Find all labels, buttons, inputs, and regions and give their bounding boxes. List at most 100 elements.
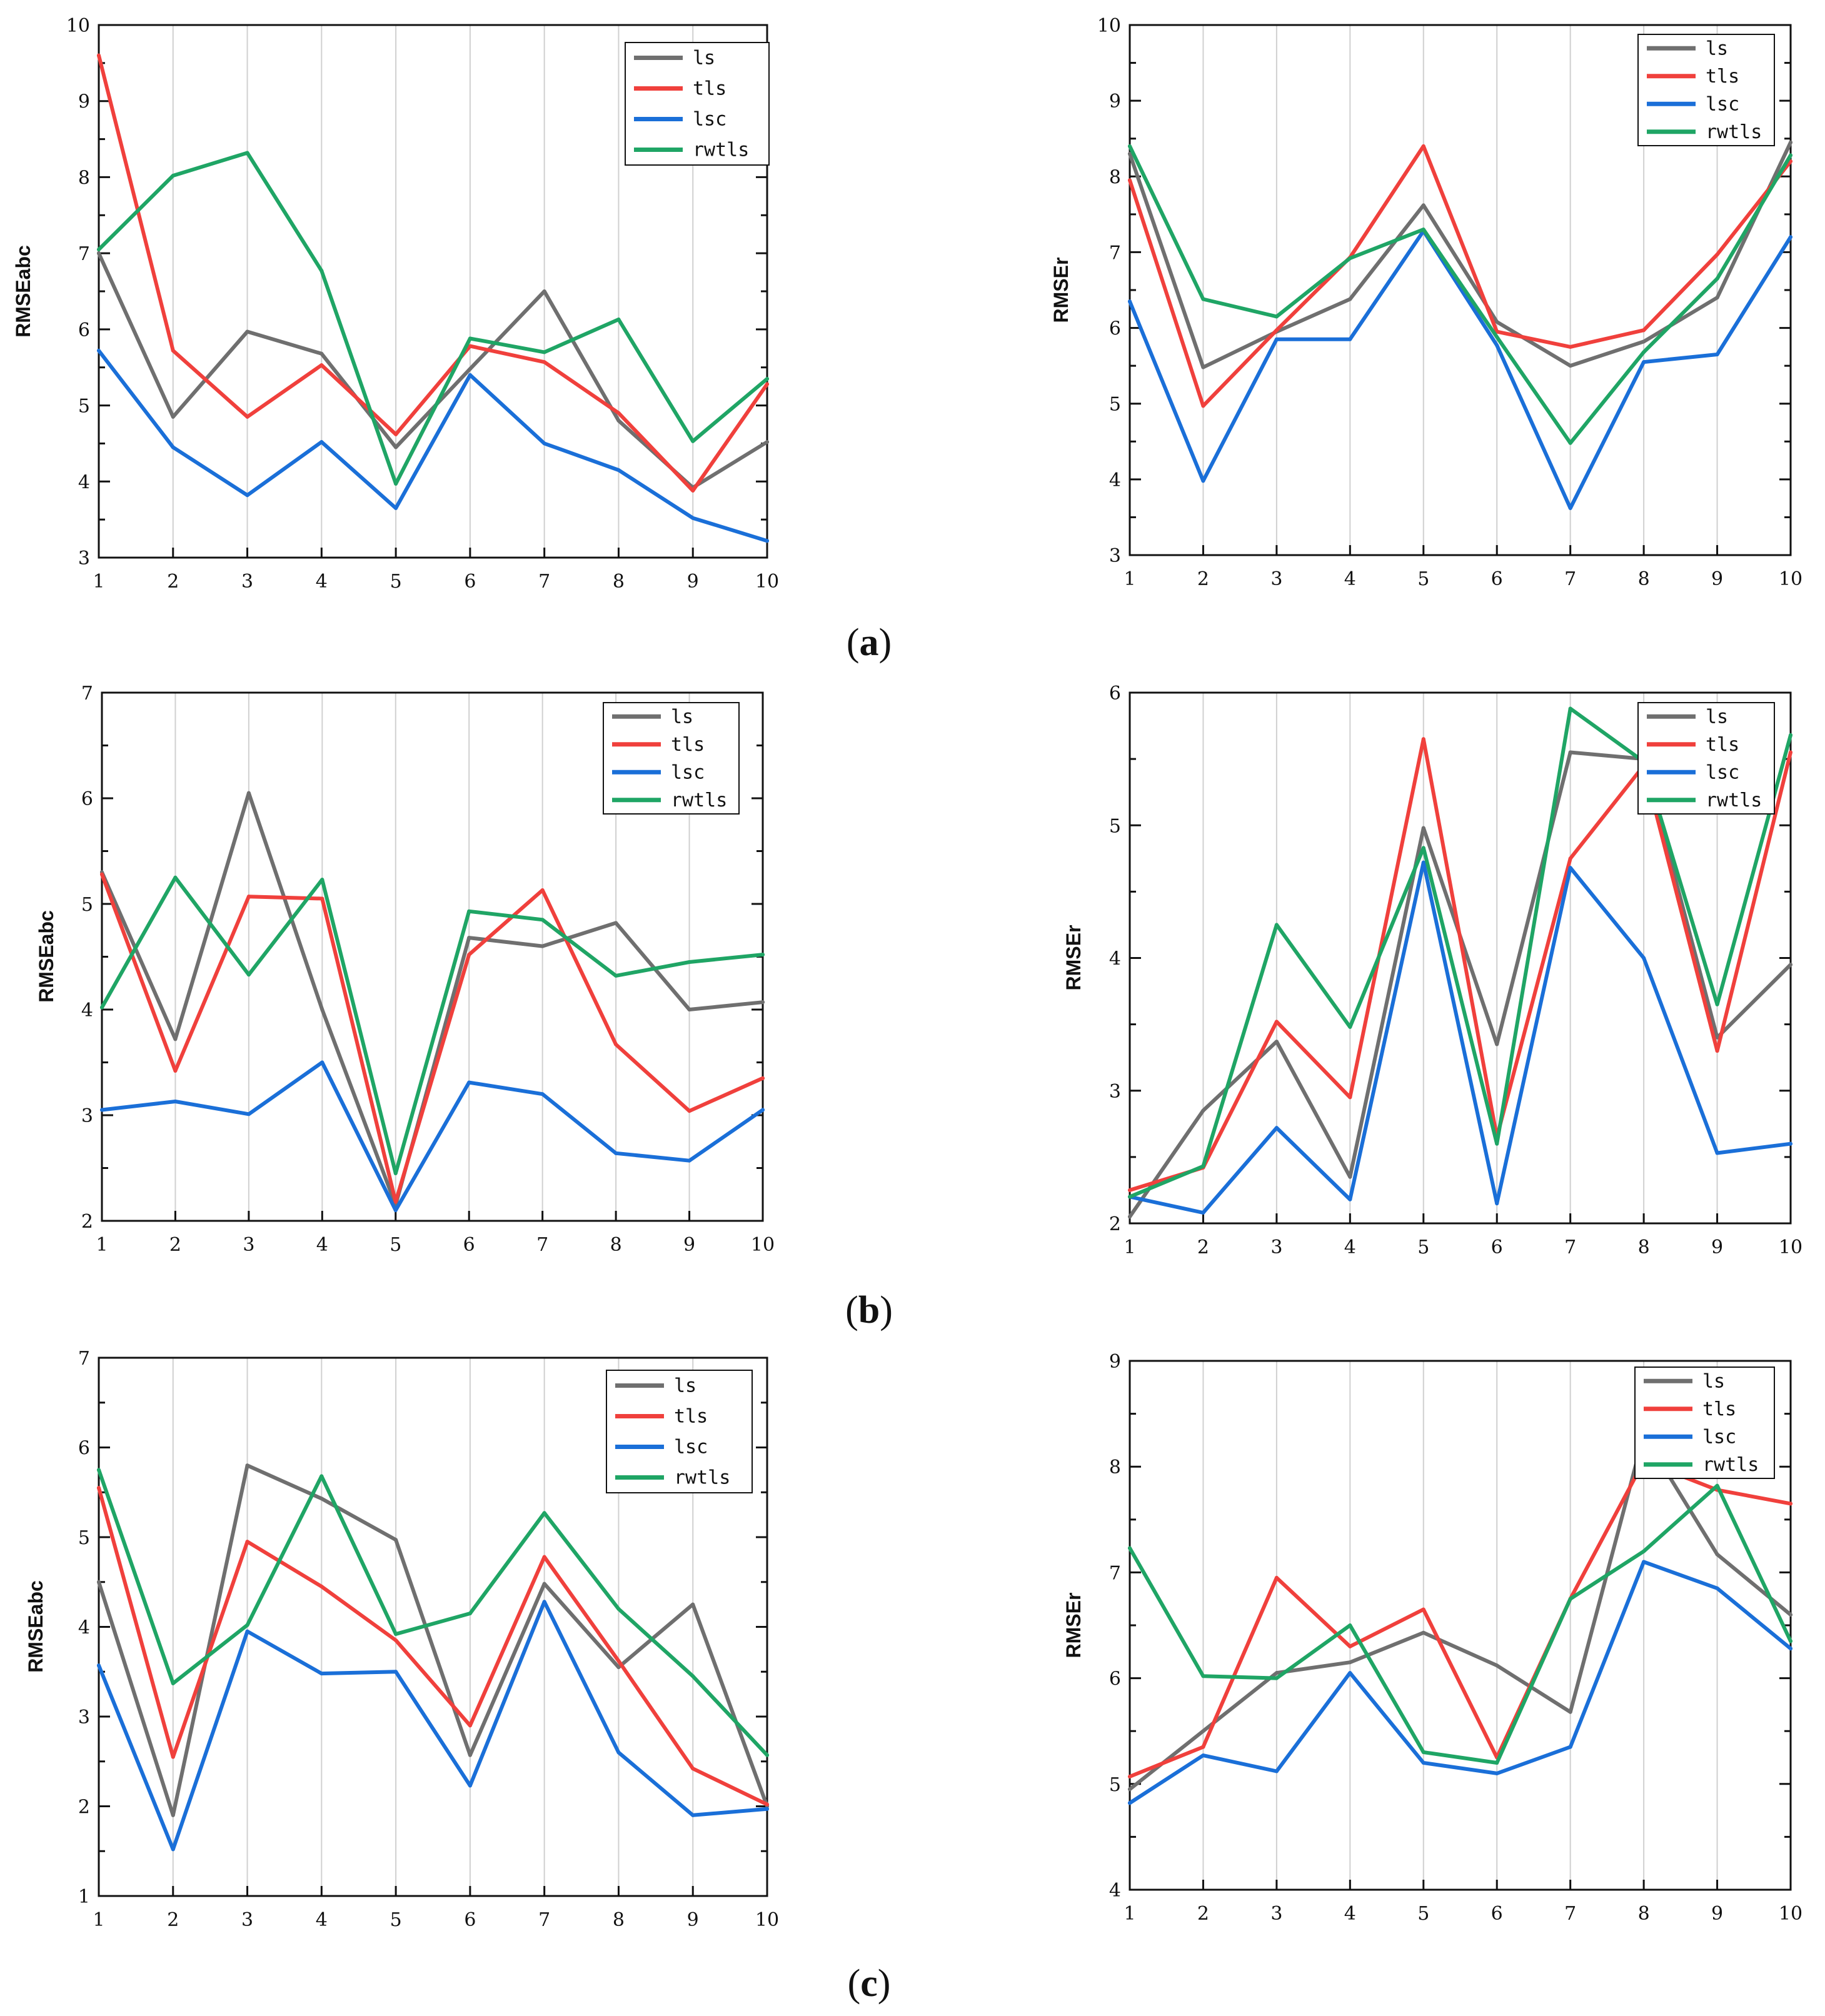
data-point-tls (1128, 178, 1132, 183)
y-tick-label: 3 (78, 548, 90, 569)
data-point-lsc (97, 1663, 101, 1668)
data-point-ls (319, 351, 324, 356)
y-tick-label: 6 (78, 1438, 90, 1460)
x-tick-label: 3 (241, 1909, 253, 1931)
data-point-rwtls (1789, 1639, 1792, 1643)
x-tick-label: 6 (463, 1234, 475, 1256)
x-tick-label: 6 (1491, 1236, 1503, 1258)
y-tick-label: 6 (78, 319, 90, 341)
data-point-rwtls (468, 336, 472, 341)
y-tick-label: 9 (78, 91, 90, 113)
x-tick-label: 4 (1344, 1903, 1356, 1925)
data-point-rwtls (1789, 733, 1792, 737)
data-point-lsc (765, 1807, 769, 1811)
y-axis-label: RMSEr (1062, 1593, 1085, 1658)
data-point-tls (1348, 1095, 1352, 1100)
series-line-tls (100, 872, 765, 1204)
y-tick-label: 6 (1109, 1668, 1121, 1690)
y-axis-label: RMSEabc (12, 245, 34, 338)
data-point-lsc (542, 441, 546, 446)
data-point-tls (1642, 328, 1646, 333)
data-point-lsc (468, 373, 472, 377)
chart-c-rmseabc: 1 2 3 4 5 6 7 1 2 3 4 5 6 7 8 9 10 RMSEabc ls tls lsc rwtls (24, 1348, 779, 1931)
data-point-rwtls (97, 248, 101, 252)
data-point-rwtls (687, 960, 691, 964)
legend-box (603, 702, 740, 815)
data-point-ls (1789, 1613, 1792, 1617)
data-point-tls (467, 953, 471, 957)
data-point-ls (1495, 1663, 1499, 1668)
x-tick-label: 4 (1344, 568, 1356, 590)
data-point-lsc (100, 1108, 104, 1112)
y-axis-label: RMSEr (1050, 258, 1072, 323)
data-point-ls (1568, 1710, 1572, 1714)
data-point-rwtls (1789, 153, 1792, 158)
data-point-rwtls (1568, 1597, 1572, 1601)
data-point-rwtls (319, 1474, 324, 1478)
data-point-tls (1421, 1607, 1425, 1612)
data-point-rwtls (1348, 1623, 1352, 1627)
data-point-tls (1715, 253, 1719, 257)
data-point-lsc (765, 539, 769, 543)
data-point-tls (171, 1755, 175, 1759)
x-tick-label: 4 (316, 1909, 328, 1931)
data-point-tls (1201, 1745, 1205, 1749)
data-point-ls (1201, 365, 1205, 369)
x-tick-label: 4 (316, 571, 328, 593)
data-point-lsc (1274, 1126, 1279, 1130)
data-point-tls (173, 1069, 178, 1073)
y-axis-label: RMSEr (1062, 925, 1085, 991)
legend-label-lsc: lsc (1702, 1426, 1736, 1448)
data-point-tls (97, 1486, 101, 1490)
data-point-tls (616, 1659, 621, 1663)
series-line-ls (1128, 140, 1792, 369)
data-point-rwtls (761, 953, 765, 957)
data-point-tls (97, 53, 101, 58)
x-tick-label: 10 (1779, 1236, 1802, 1258)
legend-box (1634, 1367, 1775, 1479)
legend-box (625, 42, 770, 166)
data-point-tls (393, 1200, 398, 1204)
data-point-rwtls (1348, 256, 1352, 261)
panel-label-letter: a (860, 621, 879, 664)
data-point-tls (100, 872, 104, 876)
x-tick-label: 1 (1124, 568, 1135, 590)
y-tick-label: 5 (81, 894, 93, 916)
x-tick-label: 9 (1711, 568, 1723, 590)
x-tick-label: 2 (167, 1909, 179, 1931)
panel-label-open: ( (847, 621, 860, 664)
data-point-tls (765, 382, 769, 386)
y-tick-label: 3 (1109, 1081, 1121, 1103)
data-point-tls (1568, 856, 1572, 861)
data-point-tls (761, 1076, 765, 1080)
x-tick-label: 9 (687, 571, 699, 593)
y-tick-label: 2 (78, 1797, 90, 1818)
data-point-ls (97, 251, 101, 256)
series-line-rwtls (1128, 706, 1792, 1199)
series-line-lsc (1128, 860, 1792, 1215)
data-point-lsc (1715, 1586, 1719, 1590)
legend-label-rwtls: rwtls (674, 1467, 730, 1489)
data-point-tls (1568, 344, 1572, 349)
data-point-lsc (761, 1108, 765, 1112)
panel-label-b: (b) (845, 1289, 893, 1331)
y-tick-label: 3 (81, 1105, 93, 1127)
data-point-ls (1128, 151, 1132, 156)
data-point-lsc (687, 1158, 691, 1163)
data-point-rwtls (614, 973, 618, 978)
x-tick-label: 5 (390, 1909, 402, 1931)
data-point-rwtls (1715, 276, 1719, 281)
data-point-lsc (1495, 1201, 1499, 1206)
legend-label-ls: ls (1706, 706, 1728, 728)
data-point-tls (1789, 1502, 1792, 1506)
legend-label-tls: tls (693, 78, 726, 100)
legend-label-rwtls: rwtls (1702, 1454, 1759, 1476)
x-tick-label: 7 (1564, 1903, 1576, 1925)
series-line-lsc (100, 1060, 765, 1213)
data-point-rwtls (245, 1623, 249, 1627)
y-tick-label: 4 (78, 471, 90, 493)
data-point-lsc (245, 493, 249, 498)
legend-label-rwtls: rwtls (1706, 790, 1762, 811)
data-point-lsc (1568, 506, 1572, 510)
